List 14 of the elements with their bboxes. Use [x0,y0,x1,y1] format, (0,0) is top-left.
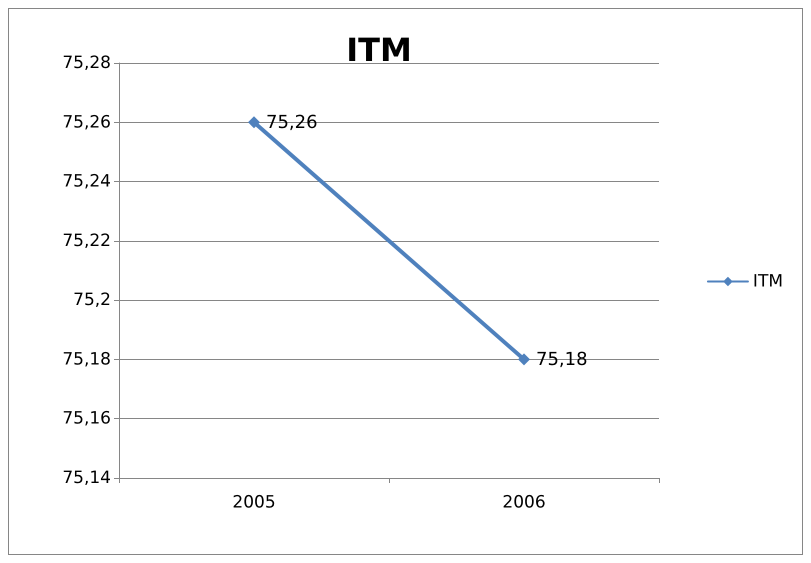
legend-label: ITM [752,272,784,292]
y-tick-label: 75,18 [62,349,111,370]
y-tick-label: 75,22 [62,230,111,251]
y-tick-label: 75,24 [62,172,111,192]
y-tick-label: 75,28 [62,53,111,73]
y-tick-label: 75,16 [62,408,111,429]
chart-title: ITM [346,31,412,69]
data-label: 75,18 [536,348,588,370]
y-tick-label: 75,26 [62,112,111,132]
y-tick-label: 75,2 [73,290,111,310]
x-tick-label: 2005 [232,492,276,512]
y-tick-label: 75,14 [62,468,111,488]
x-tick-label: 2006 [502,492,546,512]
data-label: 75,26 [266,112,318,133]
